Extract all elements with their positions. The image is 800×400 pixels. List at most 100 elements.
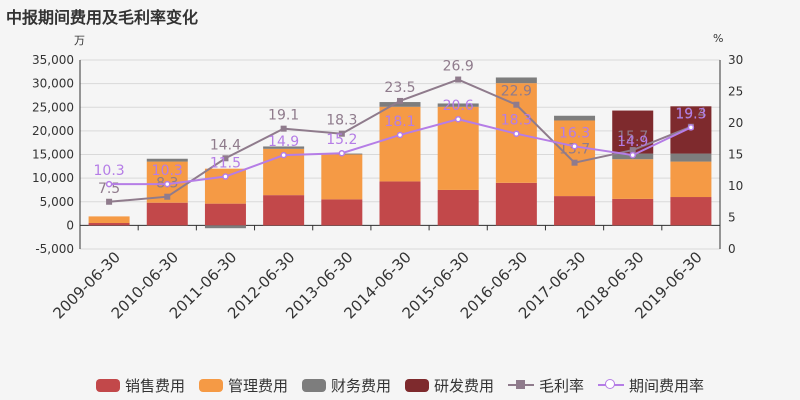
bar-finance	[495, 77, 537, 84]
gross-margin-data-label: 14.4	[210, 137, 241, 153]
gross-margin-point	[338, 130, 345, 137]
chart-canvas: -5,000 0 5,000 10,000 15,000 20,000 25,000 30,0…	[32, 53, 743, 322]
expense-ratio-point	[396, 131, 404, 139]
legend-label-rd: 研发费用	[434, 376, 495, 395]
gross-margin-point	[222, 155, 229, 162]
y-right-tick-label: 25	[728, 85, 743, 99]
legend-swatch-finance	[301, 378, 326, 392]
expense-ratio-data-label: 11.5	[210, 156, 241, 172]
bar-finance	[554, 115, 596, 121]
bar-sales	[146, 202, 188, 226]
bar-sales	[88, 223, 130, 226]
expense-ratio-point	[513, 130, 520, 137]
bar-sales	[379, 181, 421, 226]
y-left-tick-label: 25,000	[32, 100, 74, 114]
gross-margin-point	[164, 193, 171, 200]
left-axis-unit: 万	[74, 34, 85, 47]
y-right-tick-label: 30	[728, 53, 743, 67]
expense-ratio-point	[222, 173, 229, 180]
bar-sales	[554, 196, 596, 226]
legend-label-admin: 管理费用	[227, 376, 288, 395]
gross-margin-point	[629, 147, 636, 154]
expense-ratio-data-label: 15.2	[326, 132, 357, 148]
legend-swatch-admin	[198, 378, 223, 392]
expense-ratio-data-label: 10.3	[152, 163, 183, 179]
expense-ratio-data-label: 10.3	[94, 163, 125, 179]
gross-margin-data-label: 18.3	[326, 113, 357, 129]
y-left-tick-label: 15,000	[32, 148, 74, 162]
legend-item-rd[interactable]: 研发费用	[405, 375, 494, 396]
y-left-tick-label: 35,000	[32, 53, 74, 67]
gross-margin-data-label: 15.7	[617, 129, 648, 145]
gross-margin-point	[455, 76, 462, 83]
bar-finance	[670, 153, 712, 162]
y-left-tick-label: 20,000	[32, 124, 74, 138]
expense-ratio-data-label: 16.3	[559, 125, 590, 141]
expense-ratio-point	[105, 180, 113, 188]
y-left-tick-label: -5,000	[35, 242, 74, 256]
bar-admin	[612, 159, 654, 199]
y-left-tick-label: 10,000	[32, 171, 74, 185]
legend-swatch-sales	[95, 378, 120, 392]
right-axis-unit: %	[713, 32, 724, 45]
y-left-tick-label: 0	[66, 218, 74, 232]
legend-label-finance: 财务费用	[330, 376, 391, 395]
bar-finance	[437, 103, 479, 107]
gross-margin-data-label: 22.9	[501, 84, 532, 100]
y-right-tick-label: 10	[728, 179, 743, 193]
bar-sales	[204, 203, 246, 226]
gross-margin-point	[106, 198, 113, 205]
bar-finance	[204, 225, 246, 229]
legend-label-expense-ratio: 期间费用率	[629, 376, 705, 395]
gross-margin-point	[397, 97, 403, 104]
bar-sales	[670, 197, 712, 226]
expense-ratio-data-label: 18.3	[501, 113, 532, 129]
bar-admin	[88, 216, 130, 224]
legend-item-sales[interactable]: 销售费用	[95, 375, 185, 396]
expense-ratio-data-label: 20.6	[443, 98, 474, 114]
gross-margin-data-label: 26.9	[443, 59, 474, 75]
expense-ratio-point	[280, 151, 287, 159]
bar-finance	[263, 146, 305, 149]
bar-finance	[146, 158, 188, 162]
bar-admin	[379, 106, 421, 182]
gross-margin-point	[571, 159, 578, 166]
legend-swatch-expense-ratio	[598, 378, 625, 392]
gross-margin-point	[280, 125, 287, 132]
expense-ratio-point	[454, 115, 462, 123]
legend-swatch-gross-margin	[508, 378, 535, 392]
legend-label-gross-margin: 毛利率	[539, 376, 585, 395]
y-right-tick-label: 20	[728, 116, 743, 130]
gross-margin-data-label: 13.7	[559, 142, 590, 158]
gross-margin-data-label: 23.5	[384, 80, 415, 96]
gross-margin-point	[513, 101, 520, 108]
y-right-tick-label: 15	[728, 148, 743, 162]
expense-ratio-point	[338, 149, 346, 157]
bar-admin	[670, 161, 712, 198]
legend-item-admin[interactable]: 管理费用	[198, 375, 288, 396]
legend-item-finance[interactable]: 财务费用	[301, 375, 391, 396]
bar-sales	[321, 199, 363, 226]
bar-finance	[379, 102, 421, 107]
chart-title: 中报期间费用及毛利率变化	[6, 8, 199, 27]
bar-sales	[495, 182, 537, 226]
expense-ratio-data-label: 14.9	[268, 134, 299, 150]
bar-admin	[321, 154, 363, 200]
expense-ratio-point	[629, 151, 636, 159]
y-right-tick-label: 5	[728, 211, 736, 225]
y-right-tick-label: 0	[728, 242, 736, 256]
expense-ratio-data-label: 14.9	[617, 134, 648, 150]
expense-ratio-point	[687, 124, 695, 131]
expense-ratio-point	[571, 143, 578, 150]
bar-sales	[437, 189, 479, 226]
expense-ratio-data-label: 18.1	[384, 114, 415, 130]
gross-margin-data-label: 19.4	[675, 106, 706, 122]
legend-item-expense-ratio[interactable]: 期间费用率	[598, 375, 704, 396]
legend-swatch-rd	[405, 378, 429, 392]
legend: 销售费用 管理费用 财务费用 研发费用 毛利率 期间费用率	[0, 372, 800, 398]
expense-ratio-point	[164, 180, 171, 188]
bar-sales	[263, 195, 305, 226]
y-left-tick-label: 30,000	[32, 77, 74, 91]
legend-item-gross-margin[interactable]: 毛利率	[508, 375, 584, 396]
bar-sales	[612, 198, 654, 226]
